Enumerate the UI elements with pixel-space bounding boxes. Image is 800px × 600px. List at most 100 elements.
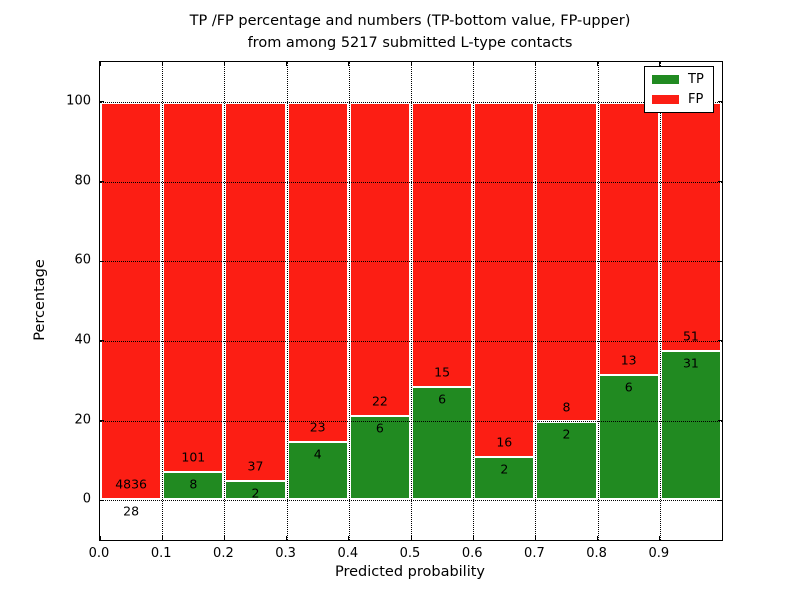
fp-count-label: 23 bbox=[309, 419, 326, 435]
tp-bar bbox=[348, 414, 411, 501]
x-tick-mark bbox=[99, 536, 101, 540]
v-gridline bbox=[348, 62, 350, 540]
fp-count-label: 13 bbox=[620, 352, 637, 368]
tp-bar bbox=[162, 470, 225, 501]
x-tick-mark bbox=[472, 536, 474, 540]
y-tick-mark bbox=[718, 181, 722, 182]
x-tick-mark bbox=[99, 62, 101, 66]
x-tick-label: 0.2 bbox=[213, 546, 234, 561]
fp-bar bbox=[473, 101, 536, 456]
v-gridline bbox=[535, 62, 537, 540]
tp-bar bbox=[659, 349, 722, 501]
x-tick-label: 0.5 bbox=[399, 546, 421, 561]
fp-count-label: 8 bbox=[562, 399, 571, 414]
y-tick-mark bbox=[718, 340, 722, 342]
fp-count-label: 4836 bbox=[115, 476, 147, 492]
y-tick-label: 20 bbox=[74, 412, 91, 427]
tp-bar bbox=[597, 374, 660, 501]
legend-label-fp: FP bbox=[688, 92, 704, 107]
y-tick-mark bbox=[100, 181, 104, 182]
v-gridline bbox=[473, 62, 475, 540]
x-tick-mark bbox=[472, 62, 474, 66]
x-tick-mark bbox=[659, 536, 661, 540]
tp-count-label: 8 bbox=[189, 476, 198, 492]
v-gridline bbox=[597, 62, 599, 540]
x-tick-label: 0.1 bbox=[150, 546, 172, 561]
chart-title: TP /FP percentage and numbers (TP-bottom… bbox=[99, 10, 721, 54]
x-tick-label: 0.7 bbox=[524, 546, 545, 561]
fp-count-label: 37 bbox=[247, 458, 264, 474]
x-tick-mark bbox=[223, 536, 225, 540]
tp-count-label: 6 bbox=[624, 379, 633, 395]
v-gridline bbox=[286, 62, 288, 540]
y-axis-label: Percentage bbox=[32, 259, 48, 341]
y-tick-mark bbox=[718, 420, 722, 421]
y-tick-label: 100 bbox=[66, 93, 91, 109]
tp-bar bbox=[473, 455, 536, 501]
x-tick-mark bbox=[659, 62, 661, 66]
x-tick-mark bbox=[597, 536, 599, 540]
fp-count-label: 15 bbox=[434, 364, 451, 380]
v-gridline bbox=[162, 62, 164, 540]
x-tick-label: 0.8 bbox=[586, 546, 607, 561]
tp-count-label: 4 bbox=[313, 446, 322, 462]
tp-bar bbox=[286, 441, 349, 501]
fp-bar bbox=[286, 101, 349, 442]
fp-bar bbox=[659, 101, 722, 350]
y-tick-mark bbox=[718, 101, 722, 103]
tp-bar bbox=[411, 386, 474, 501]
y-tick-mark bbox=[100, 340, 104, 342]
y-tick-label: 80 bbox=[74, 173, 91, 188]
x-tick-mark bbox=[597, 62, 599, 66]
legend-swatch-fp bbox=[652, 95, 679, 104]
fp-count-label: 16 bbox=[496, 434, 513, 450]
tp-count-label: 6 bbox=[375, 420, 384, 436]
x-tick-label: 0.3 bbox=[275, 546, 296, 561]
x-tick-label: 0.6 bbox=[461, 546, 483, 561]
x-tick-mark bbox=[534, 536, 536, 540]
chart-title-line2: from among 5217 submitted L-type contact… bbox=[247, 35, 573, 51]
x-tick-label: 0.9 bbox=[648, 546, 670, 561]
y-tick-mark bbox=[718, 499, 722, 501]
fp-bar bbox=[597, 101, 660, 375]
y-tick-mark bbox=[100, 101, 104, 103]
y-tick-mark bbox=[100, 499, 104, 501]
x-tick-label: 0.4 bbox=[337, 546, 359, 561]
legend-label-tp: TP bbox=[688, 72, 704, 87]
y-tick-mark bbox=[100, 260, 104, 262]
legend-row-fp: FP bbox=[652, 93, 704, 106]
v-gridline bbox=[224, 62, 226, 540]
fp-bar bbox=[411, 101, 474, 387]
y-tick-label: 40 bbox=[74, 332, 91, 348]
tp-count-label: 6 bbox=[438, 391, 447, 407]
x-tick-mark bbox=[161, 62, 163, 66]
x-tick-mark bbox=[410, 62, 412, 66]
legend-swatch-tp bbox=[652, 75, 679, 84]
v-gridline bbox=[659, 62, 661, 540]
tp-count-label: 2 bbox=[500, 461, 509, 477]
legend-row-tp: TP bbox=[652, 73, 704, 86]
y-tick-mark bbox=[718, 260, 722, 262]
tp-bar bbox=[224, 479, 287, 501]
x-tick-mark bbox=[161, 536, 163, 540]
chart-title-line1: TP /FP percentage and numbers (TP-bottom… bbox=[189, 13, 631, 29]
x-tick-label: 0.0 bbox=[88, 546, 110, 561]
x-tick-mark bbox=[223, 62, 225, 66]
tp-count-label: 2 bbox=[562, 426, 571, 441]
fp-bar bbox=[100, 101, 163, 498]
plot-area: 4836 28 101 8 37 2 23 4 22 6 15 6 16 2 8 2 13 6 51 31 bbox=[99, 61, 723, 541]
fp-bar bbox=[348, 101, 411, 415]
x-tick-mark bbox=[286, 536, 288, 540]
x-axis-label: Predicted probability bbox=[334, 564, 486, 580]
tp-count-label: 28 bbox=[123, 503, 140, 519]
fp-bar bbox=[162, 101, 225, 471]
tp-count-label: 2 bbox=[251, 485, 260, 501]
v-gridline bbox=[411, 62, 412, 540]
x-tick-mark bbox=[348, 62, 350, 66]
fp-count-label: 51 bbox=[682, 328, 699, 344]
fp-count-label: 101 bbox=[181, 449, 206, 465]
y-tick-label: 60 bbox=[74, 252, 91, 268]
fp-count-label: 22 bbox=[371, 393, 388, 409]
legend: TP FP bbox=[644, 66, 714, 113]
